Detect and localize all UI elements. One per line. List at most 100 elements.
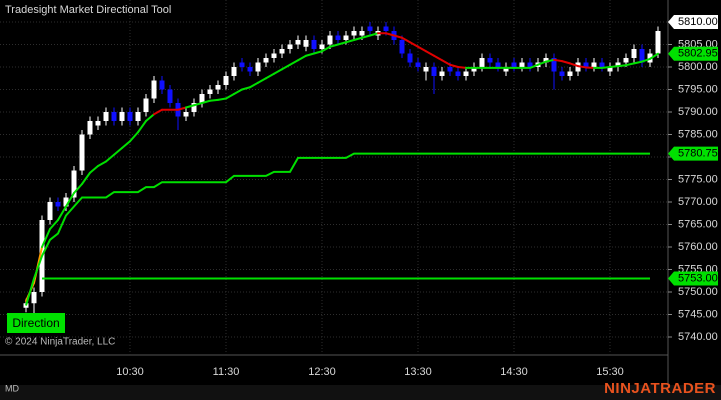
candle-body (111, 112, 117, 121)
candle-body (367, 26, 373, 31)
candle-body (119, 112, 125, 121)
candle-body (471, 67, 477, 72)
trend-segment (329, 43, 339, 48)
x-tick-label: 11:30 (213, 366, 240, 378)
trend-segment (305, 52, 315, 57)
price-marker (668, 46, 718, 61)
trend-segment (609, 65, 619, 68)
chart-title: Tradesight Market Directional Tool (5, 4, 171, 16)
candle-body (95, 121, 101, 126)
candle-body (143, 98, 149, 112)
candle-body (191, 103, 197, 112)
trend-segment (225, 93, 235, 100)
trend-segment (217, 97, 227, 101)
candle-body (511, 62, 517, 67)
candle-body (599, 62, 605, 67)
copyright: © 2024 NinjaTrader, LLC (5, 337, 115, 348)
trend-segment (449, 63, 459, 68)
status: MD (5, 383, 19, 393)
candle-body (255, 62, 261, 72)
candle-body (407, 53, 413, 63)
price-marker-label: 5753.00 (678, 272, 718, 284)
trend-segment (41, 228, 51, 248)
price-marker (668, 146, 718, 161)
direction-button[interactable] (7, 313, 65, 333)
candle-body (87, 121, 93, 135)
trend-segment (89, 165, 99, 174)
candle-body (455, 71, 461, 76)
trend-segment (369, 32, 379, 37)
trend-segment (529, 63, 539, 69)
candle-body (567, 71, 573, 76)
logo: NINJATRADER (604, 380, 716, 397)
candle-body (639, 49, 645, 63)
y-tick-label: 5795.00 (678, 83, 718, 95)
trend-segment (433, 54, 443, 62)
price-marker-label: 5802.95 (678, 48, 718, 60)
trend-segment (177, 106, 187, 111)
candle-body (47, 202, 53, 220)
candle-body (263, 58, 269, 63)
y-tick-label: 5800.00 (678, 61, 718, 73)
x-tick-label: 13:30 (404, 366, 432, 378)
trend-segment (393, 34, 403, 39)
trend-segment (401, 36, 411, 44)
candle-body (223, 76, 229, 85)
candle-body (487, 58, 493, 63)
candle-body (559, 71, 565, 76)
candle-body (591, 62, 597, 67)
button-label[interactable]: Direction (12, 316, 59, 330)
trend-segment (545, 58, 555, 63)
trend-segment (145, 113, 155, 122)
trend-segment (273, 68, 283, 75)
trend-segment (209, 98, 219, 102)
trend-segment (385, 32, 395, 37)
trend-segment (65, 192, 75, 208)
candle-body (55, 202, 61, 207)
trend-segment (577, 65, 587, 69)
candle-body (463, 71, 469, 76)
level-line (25, 152, 650, 306)
candle-body (607, 67, 613, 72)
trend-segment (105, 153, 115, 163)
candle-body (655, 31, 661, 54)
x-tick-label: 14:30 (500, 366, 528, 378)
trend-segment (321, 45, 331, 53)
candle-body (103, 112, 109, 121)
candle-body (343, 35, 349, 40)
candle-body (159, 80, 165, 90)
trend-segment (289, 59, 299, 66)
trend-segment (649, 52, 659, 60)
trend-segment (409, 41, 419, 48)
candle-body (271, 53, 277, 58)
candle-body (167, 89, 173, 103)
candle-body (399, 40, 405, 54)
candle-body (135, 112, 141, 121)
candle-body (503, 67, 509, 72)
price-marker (668, 271, 718, 286)
trend-segment (201, 99, 211, 104)
candle-body (183, 112, 189, 117)
candle-body (447, 67, 453, 72)
candle-body (151, 80, 157, 99)
candle-body (71, 170, 77, 198)
trend-segment (561, 60, 571, 65)
trend-segment (249, 81, 259, 89)
trend-segment (625, 62, 635, 67)
candle-body (199, 94, 205, 103)
candle-body (439, 71, 445, 76)
x-tick-label: 10:30 (116, 366, 144, 378)
candle-body (583, 62, 589, 67)
candle-body (479, 58, 485, 67)
candle-body (359, 31, 365, 36)
trend-segment (97, 160, 107, 167)
candle-body (335, 35, 341, 40)
candle-body (543, 58, 549, 63)
trend-segment (553, 58, 563, 63)
candle-body (231, 67, 237, 76)
candle-body (495, 62, 501, 67)
trend-segment (313, 50, 323, 55)
trend-segment (281, 63, 291, 71)
candle-body (303, 40, 309, 47)
